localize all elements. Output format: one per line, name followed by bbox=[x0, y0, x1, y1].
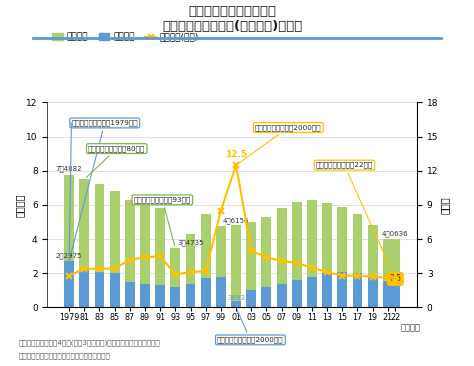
Bar bbox=[94, 184, 104, 307]
Bar bbox=[337, 207, 347, 307]
Bar bbox=[186, 234, 195, 307]
Bar bbox=[246, 290, 256, 307]
Bar bbox=[262, 287, 271, 307]
Bar bbox=[368, 225, 378, 307]
Bar bbox=[109, 273, 119, 307]
Bar bbox=[64, 175, 74, 307]
Text: 採用者数　最高値（1979年）: 採用者数 最高値（1979年） bbox=[70, 120, 138, 258]
Text: 2万2975: 2万2975 bbox=[56, 253, 82, 259]
Bar bbox=[125, 282, 135, 307]
Bar bbox=[201, 279, 210, 307]
Bar bbox=[277, 284, 286, 307]
Text: 3683: 3683 bbox=[227, 295, 245, 301]
Text: 4万6156: 4万6156 bbox=[222, 218, 249, 224]
Bar bbox=[140, 203, 150, 307]
Bar bbox=[140, 284, 150, 307]
Bar bbox=[64, 261, 74, 307]
Bar bbox=[391, 239, 401, 307]
Bar bbox=[322, 273, 332, 307]
Bar bbox=[246, 222, 256, 307]
Bar bbox=[307, 277, 317, 307]
Text: 受験者数　最高値（80年）: 受験者数 最高値（80年） bbox=[86, 145, 146, 178]
Bar bbox=[155, 208, 165, 307]
Bar bbox=[155, 285, 165, 307]
Bar bbox=[277, 208, 286, 307]
Bar bbox=[216, 277, 226, 307]
Bar bbox=[231, 225, 241, 307]
Bar bbox=[353, 273, 363, 307]
Text: 採用者数　最低値（2000年）: 採用者数 最低値（2000年） bbox=[217, 310, 284, 343]
Bar bbox=[368, 277, 378, 307]
Text: 3万4735: 3万4735 bbox=[178, 240, 204, 246]
Bar bbox=[353, 213, 363, 307]
Bar bbox=[231, 301, 241, 307]
Bar bbox=[216, 226, 226, 307]
Bar bbox=[171, 248, 180, 307]
Text: 2.5: 2.5 bbox=[389, 274, 401, 284]
Bar bbox=[383, 239, 393, 307]
Y-axis label: （倍）: （倍） bbox=[440, 196, 450, 214]
Text: 採用倍率　最低値（22年）: 採用倍率 最低値（22年） bbox=[316, 162, 394, 276]
Bar bbox=[292, 202, 301, 307]
Bar bbox=[79, 270, 89, 307]
Text: 出所：文科省「令和4年度(令和3年度実施)公立学校教員採用選考試験: 出所：文科省「令和4年度(令和3年度実施)公立学校教員採用選考試験 bbox=[19, 339, 161, 346]
Bar bbox=[79, 179, 89, 307]
Bar bbox=[292, 280, 301, 307]
Text: 公立小学校教員採用試験: 公立小学校教員採用試験 bbox=[188, 5, 276, 19]
Text: の実施状況のポイント」を基に東洋経済作成: の実施状況のポイント」を基に東洋経済作成 bbox=[19, 353, 111, 359]
Bar bbox=[125, 200, 135, 307]
Text: 受験者数・採用者数(採用倍率)の推移: 受験者数・採用者数(採用倍率)の推移 bbox=[162, 20, 302, 33]
Text: 4万0636: 4万0636 bbox=[382, 231, 409, 237]
Bar bbox=[337, 272, 347, 307]
Y-axis label: （万人）: （万人） bbox=[15, 193, 25, 217]
Text: （年度）: （年度） bbox=[401, 324, 421, 333]
Bar bbox=[109, 191, 119, 307]
Bar bbox=[391, 281, 401, 307]
Text: 12.5: 12.5 bbox=[225, 150, 247, 160]
Bar bbox=[307, 200, 317, 307]
Bar bbox=[322, 203, 332, 307]
Text: 52: 52 bbox=[392, 276, 399, 281]
Bar bbox=[201, 213, 210, 307]
Bar bbox=[171, 287, 180, 307]
Bar bbox=[94, 272, 104, 307]
Bar bbox=[262, 217, 271, 307]
Bar bbox=[383, 281, 393, 307]
Text: 採用倍率　最高値（2000年）: 採用倍率 最高値（2000年） bbox=[238, 124, 322, 164]
Bar bbox=[186, 284, 195, 307]
Text: 1万6: 1万6 bbox=[382, 274, 393, 280]
Text: 7万4882: 7万4882 bbox=[56, 166, 82, 172]
Legend: 受験者数, 採用者数, 採用倍率(右軸): 受験者数, 採用者数, 採用倍率(右軸) bbox=[48, 29, 203, 45]
Text: 受験者数　最低値（93年）: 受験者数 最低値（93年） bbox=[134, 197, 191, 246]
